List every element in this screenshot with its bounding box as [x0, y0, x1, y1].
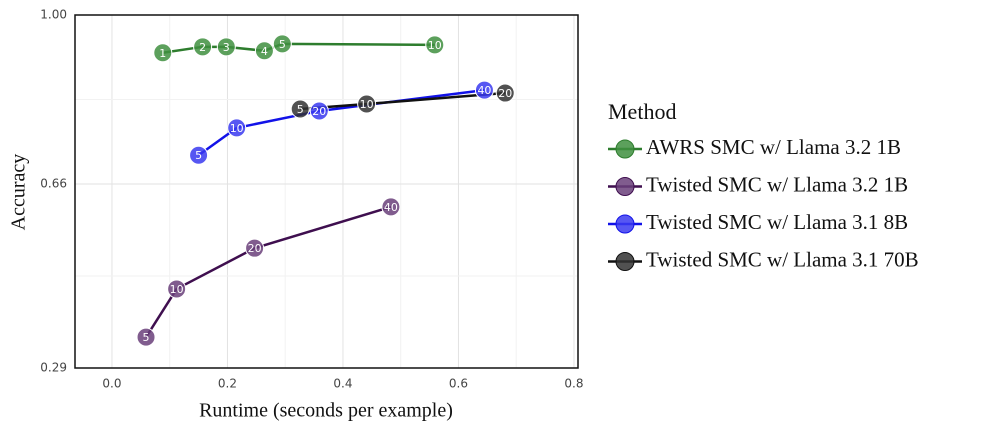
- point-label: 5: [297, 103, 304, 116]
- point-label: 3: [223, 41, 230, 54]
- data-point: [153, 43, 173, 63]
- point-label: 1: [159, 47, 166, 60]
- x-tick-label: 0.4: [333, 377, 352, 391]
- legend-label: Twisted SMC w/ Llama 3.1 70B: [646, 247, 919, 271]
- legend-title: Method: [608, 99, 676, 124]
- x-tick-label: 0.0: [102, 377, 121, 391]
- data-point: [309, 101, 329, 121]
- legend-marker: [615, 177, 635, 196]
- point-label: 5: [143, 331, 150, 344]
- x-tick-label: 0.8: [564, 377, 583, 391]
- data-point: [495, 83, 515, 103]
- data-point: [216, 37, 236, 57]
- plot-area: [75, 15, 578, 368]
- point-label: 40: [384, 201, 398, 214]
- x-tick-label: 0.6: [449, 377, 468, 391]
- data-point: [425, 35, 445, 55]
- legend: AWRS SMC w/ Llama 3.2 1B Twisted SMC w/ L…: [608, 135, 919, 271]
- data-point: [474, 80, 494, 100]
- data-point: [167, 279, 187, 299]
- point-label: 4: [261, 45, 268, 58]
- legend-marker: [615, 214, 635, 234]
- data-point: [189, 145, 209, 165]
- x-tick-label: 0.2: [218, 377, 237, 391]
- data-point: [245, 238, 265, 258]
- point-label: 5: [279, 38, 286, 51]
- data-point: [290, 99, 310, 119]
- point-label: 2: [199, 41, 206, 54]
- data-point: [357, 94, 377, 114]
- point-label: 20: [312, 105, 326, 118]
- point-label: 20: [498, 87, 512, 100]
- x-axis-label: Runtime (seconds per example): [199, 400, 453, 422]
- legend-marker: [615, 252, 635, 271]
- y-axis-label: Accuracy: [8, 154, 30, 231]
- data-point: [227, 118, 247, 138]
- y-tick-label: 1.00: [40, 8, 67, 22]
- legend-label: AWRS SMC w/ Llama 3.2 1B: [646, 135, 901, 159]
- point-label: 20: [248, 242, 262, 255]
- data-point: [381, 197, 401, 217]
- data-point: [193, 37, 213, 57]
- point-label: 10: [170, 283, 184, 296]
- data-point: [254, 41, 274, 61]
- point-label: 5: [195, 149, 202, 162]
- data-point: [272, 34, 292, 54]
- y-tick-label: 0.29: [40, 361, 67, 375]
- legend-marker: [615, 139, 635, 159]
- plot-frame: [74, 14, 579, 369]
- data-point: [136, 327, 156, 347]
- point-label: 40: [477, 84, 491, 97]
- point-label: 10: [360, 98, 374, 111]
- point-label: 10: [428, 39, 442, 52]
- legend-label: Twisted SMC w/ Llama 3.1 8B: [646, 210, 908, 234]
- legend-label: Twisted SMC w/ Llama 3.2 1B: [646, 172, 908, 196]
- y-tick-label: 0.66: [40, 177, 67, 191]
- series-line: [144, 205, 392, 338]
- point-label: 10: [230, 122, 244, 135]
